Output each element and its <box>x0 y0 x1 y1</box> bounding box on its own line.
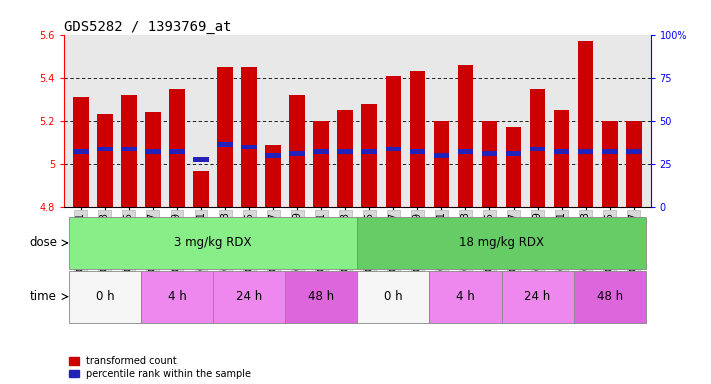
Text: 3 mg/kg RDX: 3 mg/kg RDX <box>174 237 252 249</box>
Bar <box>145 149 161 154</box>
Bar <box>429 271 501 323</box>
Bar <box>434 153 449 158</box>
Bar <box>385 76 401 207</box>
Bar <box>578 149 594 154</box>
Bar <box>554 149 570 154</box>
Bar <box>358 271 429 323</box>
Bar <box>358 217 646 269</box>
Bar <box>97 147 112 151</box>
Text: 4 h: 4 h <box>456 290 475 303</box>
Bar <box>602 149 618 154</box>
Bar <box>285 271 358 323</box>
Bar <box>506 127 521 207</box>
Bar <box>506 151 521 156</box>
Bar <box>530 89 545 207</box>
Bar <box>410 71 425 207</box>
Bar <box>141 271 213 323</box>
Bar <box>338 149 353 154</box>
Text: 24 h: 24 h <box>236 290 262 303</box>
Bar <box>574 271 646 323</box>
Text: 0 h: 0 h <box>384 290 402 303</box>
Bar <box>169 149 185 154</box>
Bar <box>218 142 233 147</box>
Bar <box>265 153 281 158</box>
Bar <box>338 110 353 207</box>
Text: 24 h: 24 h <box>525 290 551 303</box>
Bar <box>501 271 574 323</box>
Bar <box>289 151 305 156</box>
Bar <box>314 121 329 207</box>
Text: 0 h: 0 h <box>95 290 114 303</box>
Text: dose: dose <box>29 237 57 249</box>
Text: 48 h: 48 h <box>308 290 334 303</box>
Bar <box>69 217 358 269</box>
Text: 18 mg/kg RDX: 18 mg/kg RDX <box>459 237 544 249</box>
Bar <box>434 121 449 207</box>
Bar <box>602 121 618 207</box>
Bar <box>385 147 401 151</box>
Bar <box>361 104 377 207</box>
Bar <box>289 95 305 207</box>
Bar <box>530 147 545 151</box>
Bar <box>193 170 209 207</box>
Bar <box>626 121 641 207</box>
Bar <box>481 121 497 207</box>
Legend: transformed count, percentile rank within the sample: transformed count, percentile rank withi… <box>69 356 252 379</box>
Bar <box>361 149 377 154</box>
Bar <box>73 149 89 154</box>
Bar <box>218 67 233 207</box>
Text: time: time <box>30 290 57 303</box>
Bar <box>626 149 641 154</box>
Bar <box>314 149 329 154</box>
Text: 48 h: 48 h <box>597 290 623 303</box>
Bar <box>121 95 137 207</box>
Bar <box>265 145 281 207</box>
Text: 4 h: 4 h <box>168 290 186 303</box>
Bar <box>458 65 474 207</box>
Bar <box>578 41 594 207</box>
Text: GDS5282 / 1393769_at: GDS5282 / 1393769_at <box>64 20 232 33</box>
Bar <box>481 151 497 156</box>
Bar <box>69 271 141 323</box>
Bar <box>554 110 570 207</box>
Bar <box>213 271 285 323</box>
Bar <box>169 89 185 207</box>
Bar <box>97 114 112 207</box>
Bar <box>410 149 425 154</box>
Bar <box>73 97 89 207</box>
Bar <box>121 147 137 151</box>
Bar <box>458 149 474 154</box>
Bar <box>145 112 161 207</box>
Bar <box>193 157 209 162</box>
Bar <box>241 144 257 149</box>
Bar <box>241 67 257 207</box>
